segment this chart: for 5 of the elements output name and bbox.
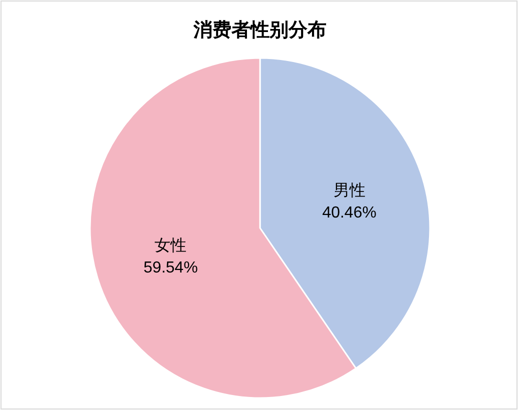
slice-label: 男性 bbox=[333, 182, 366, 200]
chart-title: 消费者性别分布 bbox=[192, 19, 326, 41]
slice-label: 女性 bbox=[154, 238, 187, 255]
data-label: 40.46% bbox=[322, 204, 376, 222]
data-label: 59.54% bbox=[144, 260, 198, 277]
